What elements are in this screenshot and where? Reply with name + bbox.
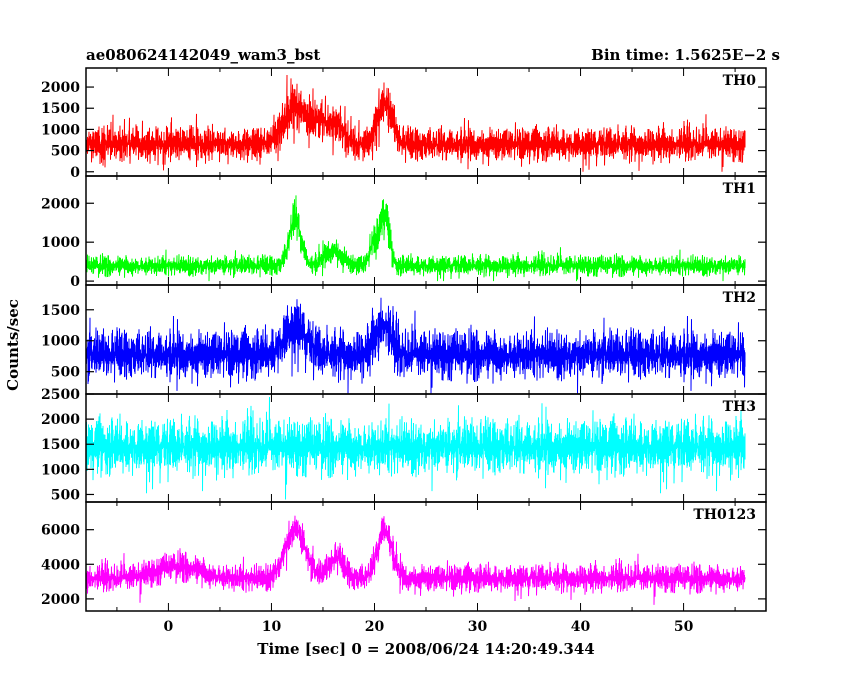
x-tick-label: 50 <box>674 619 694 635</box>
panel-frame <box>85 501 767 612</box>
y-tick-label: 500 <box>51 487 80 503</box>
series-line-th2 <box>85 297 746 394</box>
x-tick-label: 30 <box>468 619 488 635</box>
panel-frame <box>85 67 767 177</box>
series-line-th1 <box>85 195 746 282</box>
plot-title-left: ae080624142049_wam3_bst <box>86 46 320 64</box>
y-axis-label: Counts/sec <box>4 299 22 391</box>
y-tick-label: 0 <box>70 165 80 181</box>
x-tick-label: 0 <box>164 619 174 635</box>
panel-th0123: 2000 4000 6000 TH0123 <box>41 501 767 612</box>
y-tick-label: 2000 <box>41 196 80 212</box>
y-tick-label: 1000 <box>41 235 80 251</box>
panel-label-th0123: TH0123 <box>693 507 756 523</box>
panels-group: 0 500 1000 1500 2000 TH0 0 1000 2000 TH1 500 1000 15… <box>41 67 767 612</box>
x-axis: 0 10 20 30 40 50 <box>164 619 694 635</box>
y-tick-label: 2500 <box>41 387 80 403</box>
y-tick-label: 1500 <box>41 101 80 117</box>
panel-th1: 0 1000 2000 TH1 <box>41 175 767 290</box>
series-line-th0 <box>85 74 746 172</box>
x-tick-label: 40 <box>571 619 591 635</box>
x-tick-label: 10 <box>262 619 282 635</box>
series-line-th0123 <box>85 515 746 605</box>
y-tick-label: 1500 <box>41 303 80 319</box>
panel-th3: 500 1000 1500 2000 2500 TH3 <box>41 387 767 503</box>
plot-title-right: Bin time: 1.5625E−2 s <box>591 46 780 64</box>
x-tick-label: 20 <box>365 619 385 635</box>
y-tick-label: 2000 <box>41 412 80 428</box>
y-tick-label: 6000 <box>41 523 80 539</box>
y-tick-label: 0 <box>70 274 80 290</box>
panel-label-th2: TH2 <box>723 290 756 306</box>
y-tick-label: 500 <box>51 365 80 381</box>
y-tick-label: 2000 <box>41 80 80 96</box>
y-tick-label: 1500 <box>41 437 80 453</box>
y-tick-label: 2000 <box>41 592 80 608</box>
panel-th2: 500 1000 1500 TH2 <box>41 284 767 395</box>
panel-label-th3: TH3 <box>723 399 756 415</box>
y-tick-label: 1000 <box>41 334 80 350</box>
panel-th0: 0 500 1000 1500 2000 TH0 <box>41 67 767 181</box>
series-line-th3 <box>85 396 746 500</box>
panel-label-th1: TH1 <box>723 181 756 197</box>
y-tick-label: 500 <box>51 144 80 160</box>
panel-label-th0: TH0 <box>723 73 757 89</box>
y-tick-label: 4000 <box>41 557 80 573</box>
y-tick-label: 1000 <box>41 462 80 478</box>
y-tick-label: 1000 <box>41 122 80 138</box>
x-axis-label: Time [sec] 0 = 2008/06/24 14:20:49.344 <box>257 640 594 658</box>
